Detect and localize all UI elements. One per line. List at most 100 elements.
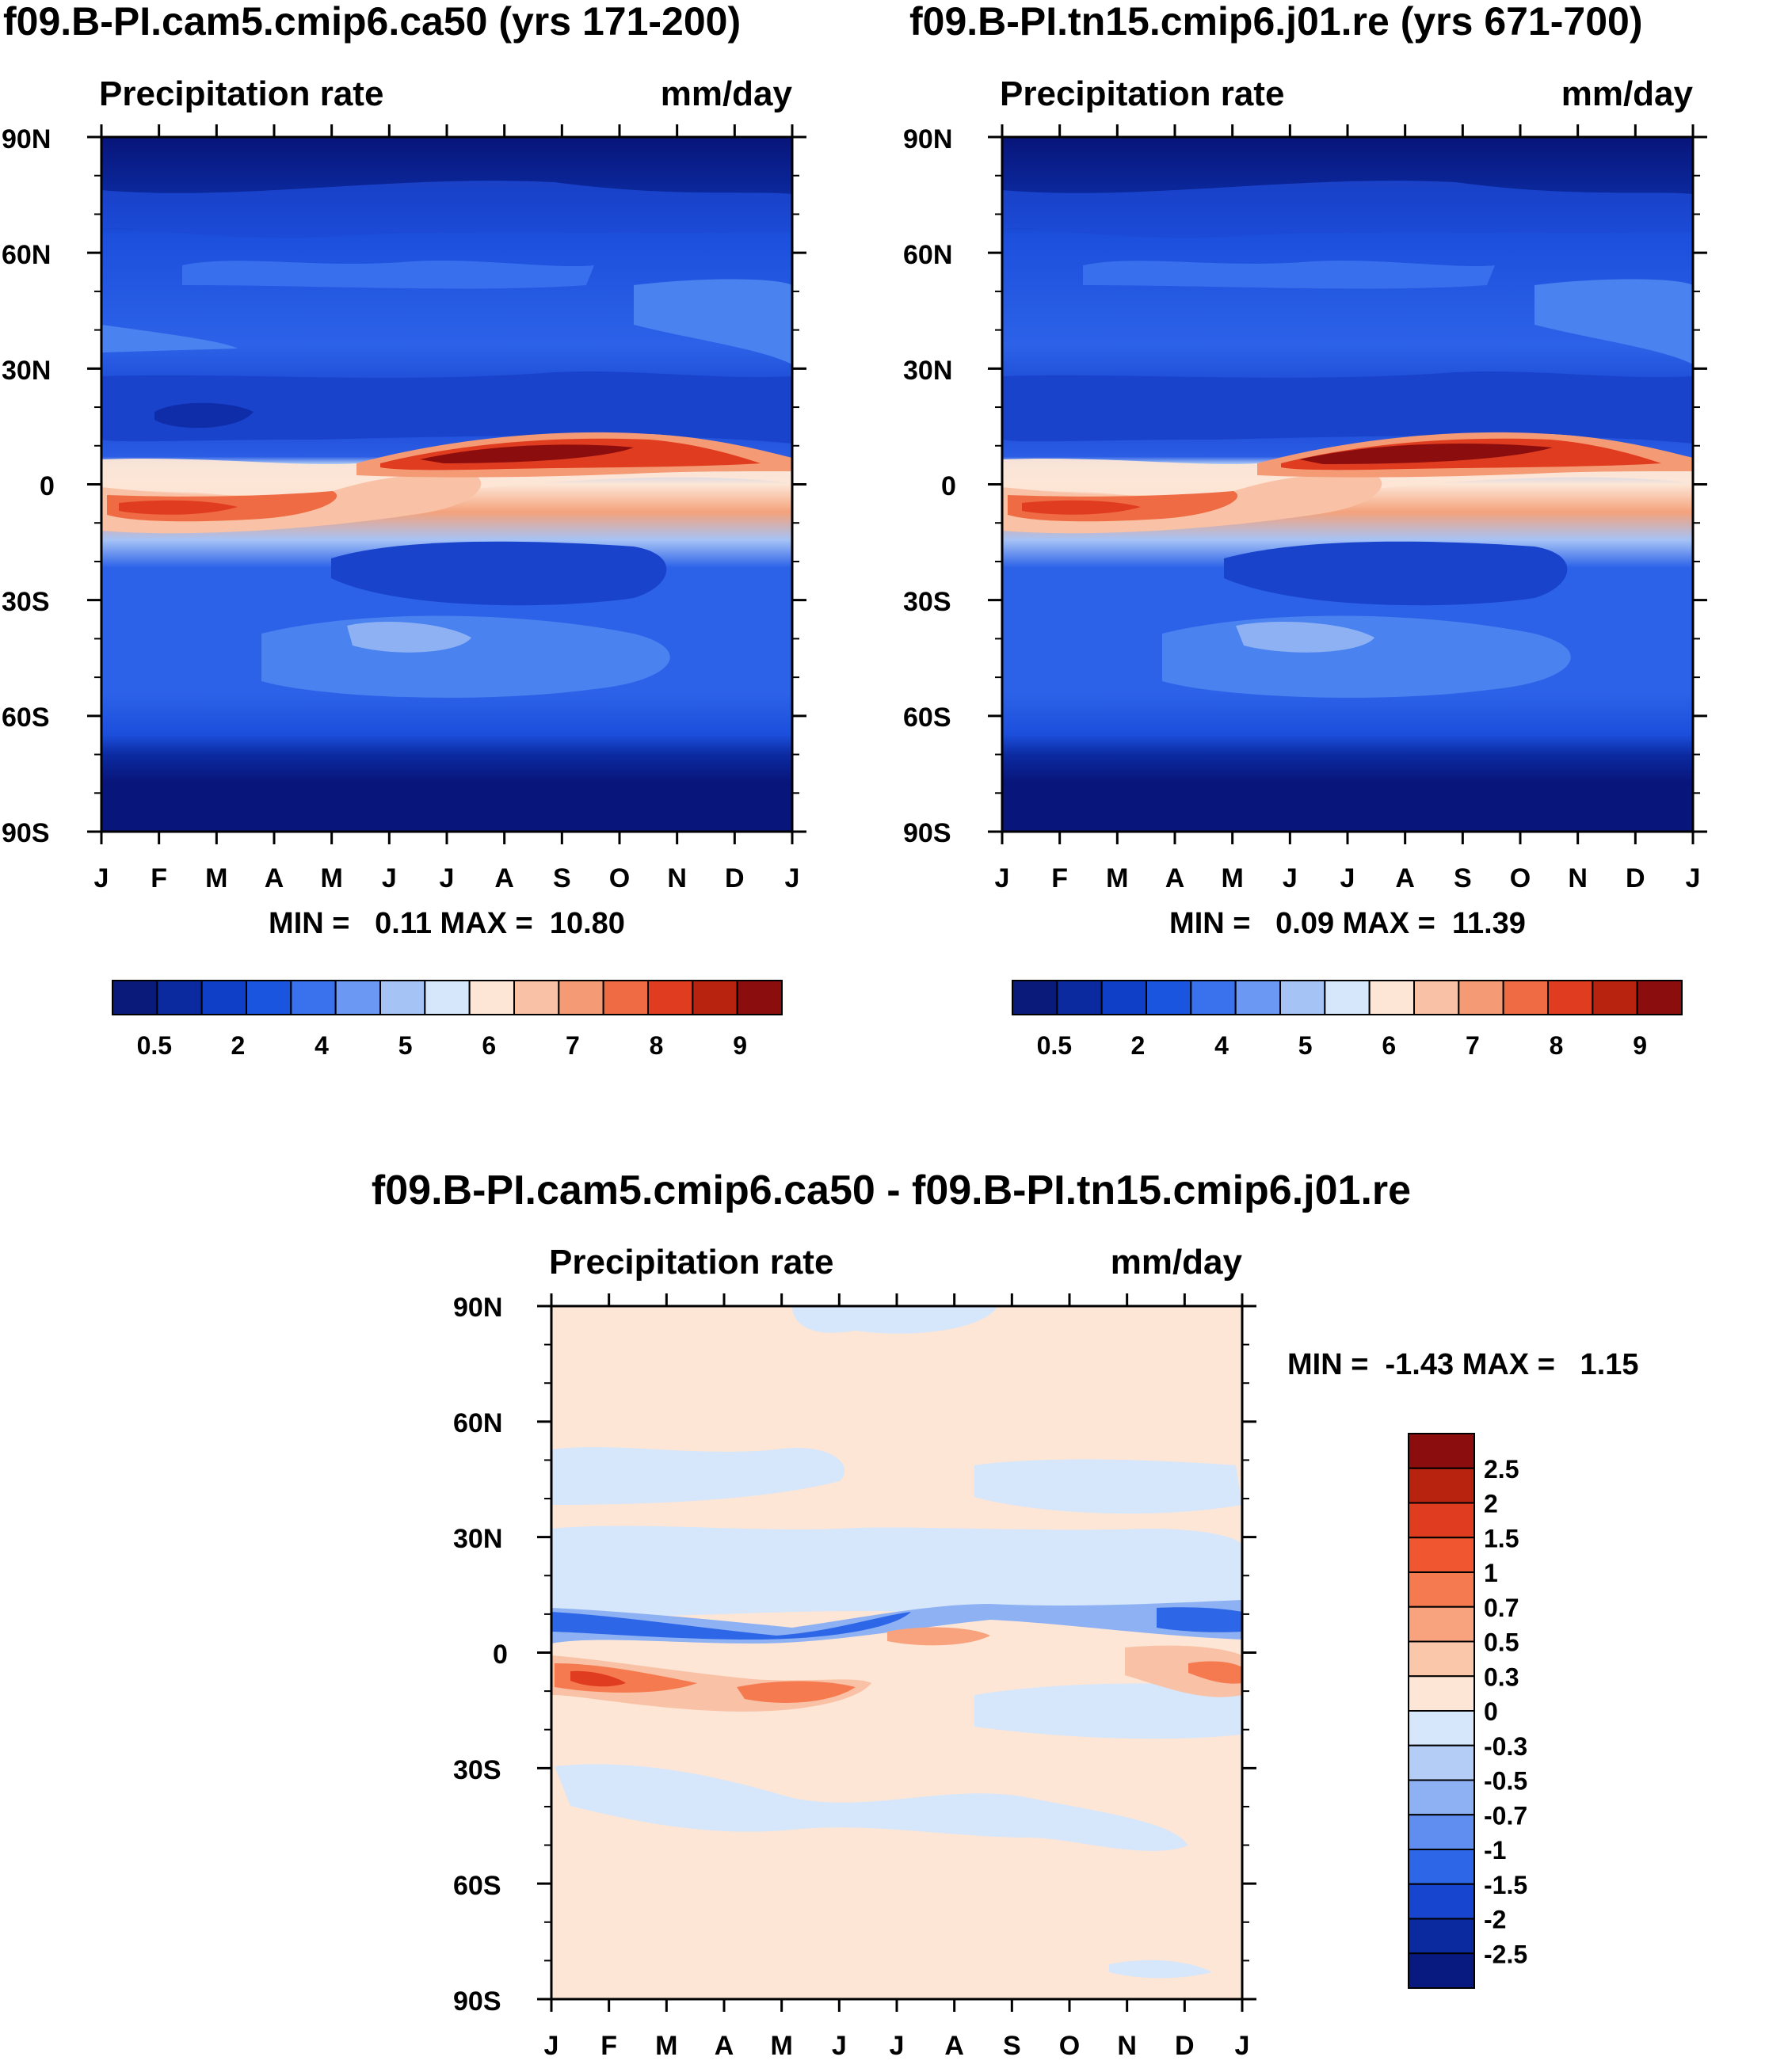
colorbar-label: 4	[315, 1031, 329, 1060]
x-tick-label: J	[1340, 863, 1355, 893]
field-patch	[974, 1459, 1242, 1514]
x-tick-label: A	[265, 863, 284, 893]
x-tick-label: M	[321, 863, 343, 893]
colorbar-box	[1408, 1849, 1475, 1885]
panel-diff-field	[550, 1305, 1244, 2001]
field-band-60n	[1083, 260, 1495, 289]
x-tick-label: F	[1051, 863, 1068, 893]
colorbar-box	[1146, 980, 1192, 1015]
colorbar-box	[379, 980, 426, 1015]
x-tick-label: D	[1626, 863, 1645, 893]
panel-left-y-axis: 90N 60N 30N 0 30S 60S 90S	[2, 124, 55, 848]
colorbar-box	[602, 980, 650, 1015]
colorbar-box	[1408, 1744, 1475, 1781]
colorbar-box	[513, 980, 560, 1015]
x-tick-label: O	[609, 863, 630, 893]
colorbar-label: 0	[1484, 1697, 1498, 1726]
field-patch-30n	[634, 279, 792, 364]
panel-right-subtitle-right: mm/day	[1561, 74, 1694, 113]
x-tick-label: O	[1059, 2031, 1080, 2061]
x-tick-label: N	[1568, 863, 1588, 893]
colorbar-box	[334, 980, 381, 1015]
field-patch-30n-west	[101, 325, 238, 352]
colorbar-label: -2	[1484, 1906, 1506, 1934]
colorbar-box	[1056, 980, 1103, 1015]
colorbar-box	[1190, 980, 1237, 1015]
x-tick-label: F	[151, 863, 167, 893]
x-tick-label: M	[655, 2031, 677, 2061]
colorbar-label: 2	[1484, 1490, 1498, 1518]
x-tick-label: N	[667, 863, 687, 893]
field-band-20n	[1002, 371, 1693, 444]
x-tick-label: J	[832, 2031, 847, 2061]
x-tick-label: O	[1510, 863, 1531, 893]
panel-diff-stats: MIN = -1.43 MAX = 1.15	[1287, 1348, 1639, 1381]
panel-right: f09.B-PI.tn15.cmip6.j01.re (yrs 671-700)…	[903, 0, 1707, 1060]
field-band-35s	[555, 1764, 1188, 1851]
colorbar-label: 0.5	[1484, 1628, 1519, 1657]
colorbar-box	[1408, 1952, 1475, 1989]
colorbar-box	[1279, 980, 1326, 1015]
colorbar-box	[1100, 980, 1147, 1015]
x-tick-label: S	[1454, 863, 1472, 893]
colorbar-label: 1.5	[1484, 1524, 1519, 1552]
field-band-tropics-north	[551, 1525, 1242, 1617]
y-tick-label: 60N	[903, 240, 952, 270]
x-tick-label: S	[553, 863, 571, 893]
field-patch-south	[1109, 1960, 1212, 1979]
x-tick-label: F	[600, 2031, 617, 2061]
panel-diff-colorbar: 2.5 2 1.5 1 0.7 0.5 0.3 0 -0.3 -0.5 -0.7 -1 -1.5 -2 -2…	[1408, 1433, 1527, 1989]
colorbar-box	[1502, 980, 1549, 1015]
colorbar-box	[1408, 1467, 1475, 1504]
colorbar-label: 6	[1382, 1031, 1396, 1060]
colorbar-box	[692, 980, 738, 1015]
panel-diff-subtitle-left: Precipitation rate	[549, 1243, 833, 1282]
field-band-20s	[331, 541, 667, 606]
field-patch	[551, 1447, 845, 1505]
panel-diff-y-axis: 90N 60N 30N 0 30S 60S 90S	[453, 1293, 508, 2017]
x-tick-label: D	[725, 863, 745, 893]
panel-right-title: f09.B-PI.tn15.cmip6.j01.re (yrs 671-700)	[909, 0, 1642, 44]
colorbar-box	[1234, 980, 1281, 1015]
x-tick-label: M	[771, 2031, 793, 2061]
colorbar-box	[1408, 1537, 1475, 1573]
colorbar-box	[1408, 1571, 1475, 1608]
colorbar-label: 9	[1633, 1031, 1647, 1060]
colorbar-box	[558, 980, 604, 1015]
panel-left-title: f09.B-PI.cam5.cmip6.ca50 (yrs 171-200)	[3, 0, 741, 44]
y-tick-label: 30N	[903, 356, 952, 386]
y-tick-label: 30N	[2, 356, 51, 386]
colorbar-label: 2.5	[1484, 1455, 1519, 1484]
y-tick-label: 90S	[453, 1986, 501, 2017]
field-red-north	[887, 1627, 990, 1646]
x-tick-label: S	[1003, 2031, 1021, 2061]
field-patch-30n	[1534, 279, 1693, 364]
field-band-north	[1002, 181, 1693, 238]
field-band-20s	[1224, 541, 1568, 606]
panel-diff-title: f09.B-PI.cam5.cmip6.ca50 - f09.B-PI.tn15…	[372, 1167, 1411, 1213]
colorbar-label: 5	[398, 1031, 413, 1060]
x-tick-label: M	[1106, 863, 1128, 893]
panel-left-stats: MIN = 0.11 MAX = 10.80	[269, 907, 625, 940]
field-red-east-outer	[1125, 1645, 1242, 1697]
panel-left-field	[100, 135, 794, 833]
colorbar-box	[156, 980, 203, 1015]
field-itcz-south-core	[119, 500, 238, 515]
colorbar-box	[1408, 1433, 1475, 1469]
colorbar-label: -1.5	[1484, 1871, 1527, 1899]
y-tick-label: 0	[941, 471, 956, 501]
colorbar-label: 2	[1131, 1031, 1146, 1060]
y-tick-label: 90N	[2, 124, 51, 154]
colorbar-label: -2.5	[1484, 1940, 1527, 1968]
panel-right-y-axis: 90N 60N 30N 0 30S 60S 90S	[903, 124, 956, 848]
panel-left: f09.B-PI.cam5.cmip6.ca50 (yrs 171-200) P…	[2, 0, 806, 1060]
y-tick-label: 30N	[453, 1524, 502, 1554]
x-tick-label: A	[715, 2031, 734, 2061]
colorbar-box	[736, 980, 783, 1015]
field-red-east-core	[1188, 1661, 1242, 1684]
y-tick-label: 60N	[453, 1408, 502, 1438]
